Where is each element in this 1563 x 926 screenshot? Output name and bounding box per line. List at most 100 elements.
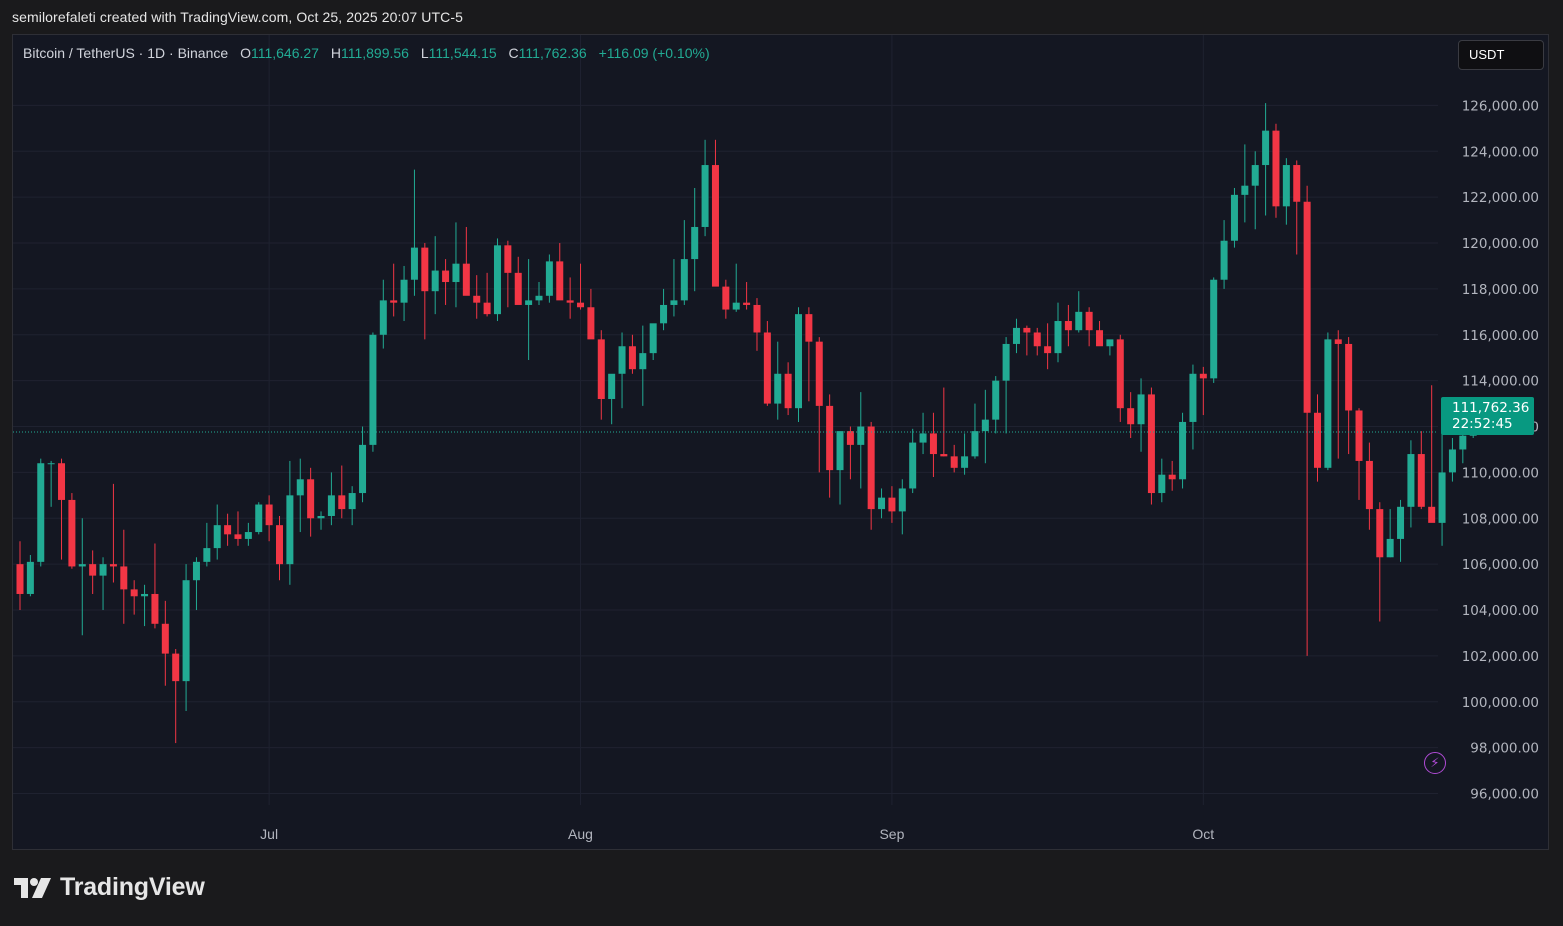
candle-body [846, 431, 854, 445]
candle-body [753, 304, 761, 333]
time-tick-label: Oct [1192, 826, 1214, 842]
candle [1002, 337, 1010, 434]
candle-body [649, 323, 657, 354]
currency-button[interactable]: USDT [1458, 40, 1544, 70]
time-tick-label: Sep [879, 826, 904, 842]
candle [1272, 123, 1280, 218]
candle-body [608, 373, 616, 400]
candlestick-chart[interactable]: 96,000.00 98,000.00 100,000.00 102,000.00 10… [13, 35, 1548, 849]
candle-body [338, 495, 346, 510]
candle-body [1127, 408, 1135, 425]
candle-body [1106, 339, 1114, 347]
candle [909, 428, 917, 494]
candle-body [1272, 130, 1280, 207]
candle-body [1314, 412, 1321, 468]
candle [1189, 364, 1197, 450]
chart-panel[interactable]: 96,000.00 98,000.00 100,000.00 102,000.00 10… [12, 34, 1549, 850]
candle-body [743, 302, 751, 305]
candle-body [826, 405, 834, 471]
candle [26, 554, 34, 597]
price-tick-label: 118,000.00 [1462, 282, 1539, 298]
candle-body [130, 589, 138, 597]
candle-body [421, 247, 429, 292]
candle [1303, 185, 1311, 656]
candle-body [161, 623, 169, 654]
candle-body [545, 261, 553, 296]
candle-body [1096, 330, 1104, 347]
candle [1262, 103, 1270, 216]
candle-body [566, 300, 574, 303]
candle-body [1376, 509, 1384, 558]
candle-body [1459, 435, 1467, 450]
candle-body [878, 497, 886, 510]
candle [203, 522, 211, 567]
price-tick-label: 114,000.00 [1462, 374, 1539, 390]
candle-body [1054, 321, 1062, 354]
candle [213, 504, 221, 560]
candle [473, 275, 481, 319]
candle [888, 486, 896, 523]
candle-body [795, 314, 802, 409]
candle-body [379, 300, 387, 335]
candle [1438, 428, 1446, 546]
time-axis[interactable]: Jul Aug Sep Oct [260, 826, 1214, 842]
candle-body [68, 499, 76, 567]
credit-line: semilorefaleti created with TradingView.… [12, 9, 463, 25]
open-label: O [240, 45, 251, 61]
price-tick-label: 102,000.00 [1462, 649, 1539, 665]
candle-body [359, 444, 367, 494]
candle [649, 323, 657, 361]
candle-body [1438, 472, 1446, 523]
candle-body [898, 488, 906, 512]
candle-body [587, 307, 595, 340]
candle [961, 433, 969, 475]
candle [1127, 392, 1135, 438]
candle [670, 259, 678, 317]
candle [1168, 460, 1176, 491]
candle [1397, 499, 1405, 562]
candle [815, 337, 823, 473]
candle [1106, 339, 1114, 356]
candle-body [1282, 165, 1290, 207]
candle-body [192, 561, 200, 581]
candle-body [276, 525, 283, 565]
candle-body [369, 334, 377, 445]
candle-body [670, 300, 678, 305]
price-tick-label: 108,000.00 [1462, 511, 1539, 527]
candle [763, 321, 771, 406]
candle-body [722, 286, 730, 310]
candle [1220, 220, 1228, 289]
candle-body [203, 548, 211, 562]
candle-body [504, 245, 512, 273]
candle [701, 139, 709, 237]
candle [1179, 412, 1187, 489]
candle [1054, 302, 1062, 363]
candle [1075, 291, 1083, 333]
candle-body [213, 525, 221, 549]
candle-body [1199, 373, 1207, 379]
price-tick-label: 110,000.00 [1462, 465, 1539, 481]
candle-body [1303, 201, 1311, 413]
price-axis[interactable]: 96,000.00 98,000.00 100,000.00 102,000.00 10… [1462, 98, 1539, 802]
lightning-icon[interactable]: ⚡ [1424, 752, 1446, 774]
candle-body [1012, 327, 1020, 344]
candle-body [1241, 185, 1249, 195]
candle-body [182, 580, 190, 682]
candle [805, 307, 813, 402]
candle-body [431, 270, 439, 292]
candle-body [1179, 421, 1187, 480]
candle-body [763, 332, 771, 404]
candle [431, 236, 439, 315]
candle [981, 389, 989, 464]
candle-body [805, 314, 813, 342]
candle-body [265, 504, 273, 526]
candle-body [452, 263, 460, 283]
candle-body [1033, 332, 1041, 347]
candle [1096, 321, 1104, 347]
candle-body [1189, 373, 1197, 422]
candle-body [1085, 311, 1093, 331]
candle [929, 412, 937, 477]
candle-body [940, 454, 948, 457]
candle [192, 557, 200, 611]
candle [597, 330, 605, 420]
